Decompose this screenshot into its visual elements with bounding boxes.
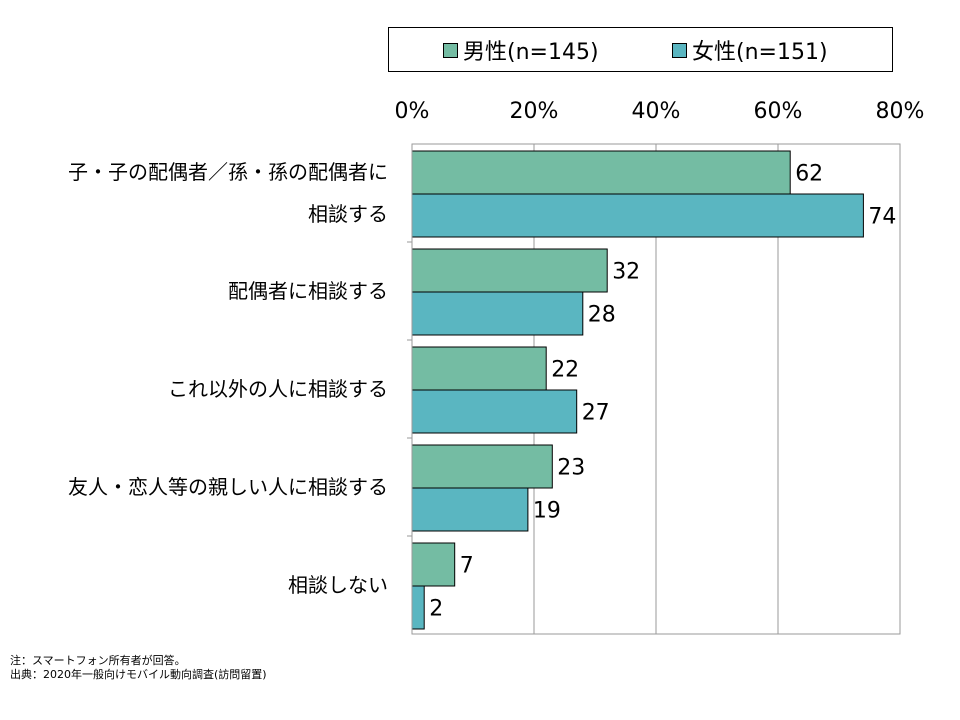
- bar: [411, 291, 584, 336]
- data-label: 7: [460, 554, 474, 579]
- data-label: 32: [612, 260, 640, 285]
- legend-label-female: 女性(n=151): [692, 40, 828, 65]
- bar: [411, 585, 425, 630]
- x-tick-label: 40%: [632, 99, 681, 124]
- category-label: 相談しない: [288, 573, 388, 597]
- bar: [411, 150, 791, 195]
- data-label: 19: [533, 499, 561, 524]
- data-label: 28: [588, 303, 616, 328]
- bar: [411, 542, 456, 587]
- data-label: 22: [551, 358, 579, 383]
- data-label: 27: [582, 401, 610, 426]
- data-label: 23: [557, 456, 585, 481]
- category-label: 子・子の配偶者／孫・孫の配偶者に: [68, 160, 388, 184]
- chart-legend: 男性(n=145) 女性(n=151): [388, 27, 893, 72]
- bar: [411, 346, 547, 391]
- data-label: 74: [868, 205, 896, 230]
- x-tick-label: 80%: [876, 99, 925, 124]
- data-label: 62: [795, 162, 823, 187]
- bar: [411, 444, 553, 489]
- bar: [411, 193, 864, 238]
- legend-swatch-male: [443, 42, 458, 58]
- category-label: 配偶者に相談する: [228, 279, 388, 303]
- legend-item-female: 女性(n=151): [672, 37, 828, 65]
- category-label: 友人・恋人等の親しい人に相談する: [68, 475, 388, 499]
- bar: [411, 487, 529, 532]
- footnote-note: 注：スマートフォン所有者が回答。: [10, 654, 186, 667]
- data-label: 2: [429, 597, 443, 622]
- x-tick-label: 20%: [510, 99, 559, 124]
- legend-label-male: 男性(n=145): [463, 40, 599, 65]
- x-tick-label: 60%: [754, 99, 803, 124]
- bar: [411, 248, 608, 293]
- footnote-source: 出典：2020年一般向けモバイル動向調査(訪問留置): [10, 668, 267, 681]
- x-tick-label: 0%: [395, 99, 430, 124]
- category-label: これ以外の人に相談する: [168, 377, 388, 401]
- category-label: 相談する: [308, 202, 388, 226]
- legend-item-male: 男性(n=145): [443, 37, 599, 65]
- bar: [411, 389, 578, 434]
- legend-swatch-female: [672, 42, 687, 58]
